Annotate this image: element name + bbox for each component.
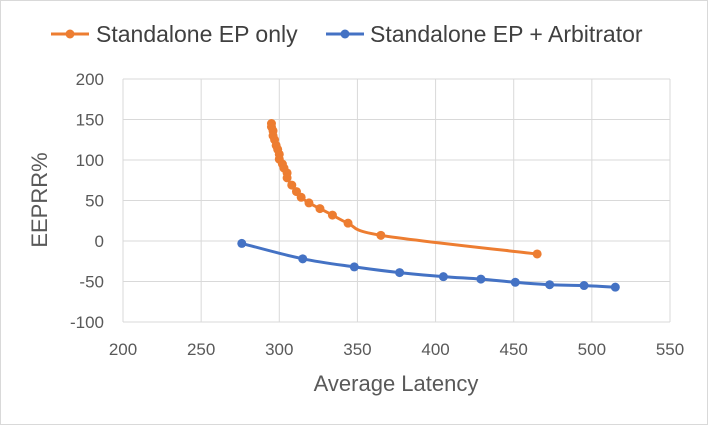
- data-point-ep-only: [376, 230, 386, 240]
- y-tick-label: -100: [70, 313, 104, 332]
- data-point-ep-only: [282, 173, 292, 183]
- legend-label-ep-arbitrator: Standalone EP + Arbitrator: [370, 21, 643, 47]
- x-axis-title: Average Latency: [314, 371, 479, 396]
- legend-item-ep-arbitrator: Standalone EP + Arbitrator: [326, 21, 643, 47]
- y-tick-label: 100: [76, 151, 104, 170]
- grid: [122, 78, 671, 323]
- data-point-ep-arbitrator: [510, 277, 520, 287]
- legend-marker-ep-arbitrator: [340, 29, 350, 39]
- data-point-ep-only: [304, 198, 314, 208]
- x-tick-label: 400: [421, 340, 449, 359]
- data-point-ep-arbitrator: [438, 272, 448, 282]
- y-tick-label: 50: [85, 192, 104, 211]
- y-tick-label: 200: [76, 70, 104, 89]
- data-point-ep-only: [532, 249, 542, 259]
- legend-label-ep-only: Standalone EP only: [96, 21, 298, 47]
- x-tick-label: 500: [578, 340, 606, 359]
- legend: Standalone EP only Standalone EP + Arbitr…: [51, 21, 643, 47]
- data-point-ep-only: [287, 180, 297, 190]
- series-ep-only: [266, 119, 542, 259]
- x-tick-label: 550: [656, 340, 684, 359]
- legend-marker-ep-only: [65, 29, 75, 39]
- data-point-ep-arbitrator: [579, 281, 589, 291]
- series-line-ep-arbitrator: [241, 241, 616, 289]
- data-point-ep-arbitrator: [395, 268, 405, 278]
- data-point-ep-only: [296, 192, 306, 202]
- data-point-ep-arbitrator: [610, 282, 620, 292]
- data-point-ep-arbitrator: [545, 280, 555, 290]
- y-tick-label: 0: [95, 232, 104, 251]
- data-point-ep-only: [327, 210, 337, 220]
- data-point-ep-only: [343, 218, 353, 228]
- data-point-ep-arbitrator: [298, 254, 308, 264]
- x-tick-label: 450: [500, 340, 528, 359]
- x-tick-label: 200: [109, 340, 137, 359]
- y-tick-label: 150: [76, 111, 104, 130]
- x-tick-label: 350: [343, 340, 371, 359]
- y-axis-title: EEPRR%: [27, 152, 52, 247]
- data-point-ep-arbitrator: [349, 262, 359, 272]
- data-point-ep-arbitrator: [237, 238, 247, 248]
- series-area: [237, 119, 620, 292]
- y-tick-label: -50: [79, 273, 104, 292]
- data-point-ep-arbitrator: [476, 274, 486, 284]
- x-tick-label: 250: [187, 340, 215, 359]
- series-ep-arbitrator: [237, 238, 620, 292]
- series-line-ep-only: [269, 123, 538, 256]
- x-tick-label: 300: [265, 340, 293, 359]
- axes: 200 250 300 350 400 450 500 550 -100 -50 0 50 100 150…: [70, 70, 684, 359]
- legend-item-ep-only: Standalone EP only: [51, 21, 298, 47]
- data-point-ep-only: [315, 204, 325, 214]
